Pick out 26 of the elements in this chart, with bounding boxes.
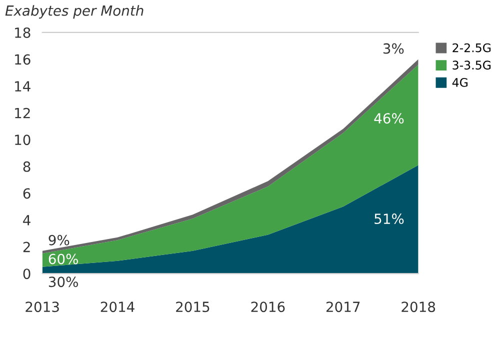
x-tick-label: 2017 [326,302,360,312]
y-tick-label: 2 [23,242,30,252]
y-tick-label: 0 [23,268,30,280]
x-tick-label: 2014 [100,302,134,312]
annotation: 51% [374,214,404,224]
y-tick-label: 14 [15,81,30,92]
x-tick-label: 2015 [176,302,210,312]
y-tick-label: 6 [23,188,30,199]
y-tick-label: 16 [15,54,30,65]
x-tick-label: 2013 [26,302,59,312]
y-tick-label: 18 [15,27,30,38]
y-tick-label: 8 [23,161,30,172]
x-tick-label: 2016 [251,302,285,312]
legend-label: 2-2.5G [452,43,491,52]
x-tick-label: 2018 [402,302,436,312]
y-tick-label: 10 [15,134,30,146]
legend-label: 4G [452,78,468,87]
annotation: 60% [48,254,78,264]
y-tick-label: 12 [15,108,30,118]
annotation: 46% [374,113,404,124]
y-tick-label: 4 [23,215,30,226]
annotation: 30% [48,276,78,288]
annotation: 3% [383,43,404,54]
y-axis-title: Exabytes per Month [5,5,144,19]
annotation: 9% [48,234,70,246]
legend-label: 3-3.5G [452,60,491,70]
